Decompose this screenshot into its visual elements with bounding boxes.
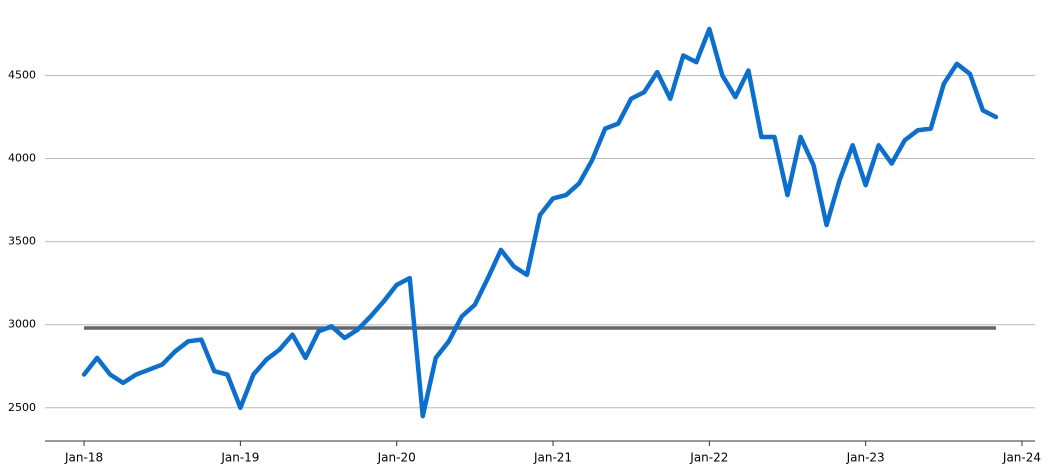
x-tick-label: Jan-23 (846, 451, 885, 465)
data-line (81, 26, 999, 419)
x-tick-label: Jan-21 (533, 451, 572, 465)
y-tick-label: 4000 (8, 152, 36, 165)
y-tick-label: 2500 (8, 401, 36, 414)
x-tick-label: Jan-18 (64, 451, 103, 465)
y-tick-label: 3000 (8, 318, 36, 331)
x-tick-label: Jan-24 (1002, 451, 1041, 465)
x-tick-label: Jan-19 (220, 451, 259, 465)
y-tick-label: 4500 (8, 68, 36, 81)
x-tick-label: Jan-22 (689, 451, 728, 465)
x-tick-label: Jan-20 (377, 451, 416, 465)
y-tick-label: 3500 (8, 235, 36, 248)
